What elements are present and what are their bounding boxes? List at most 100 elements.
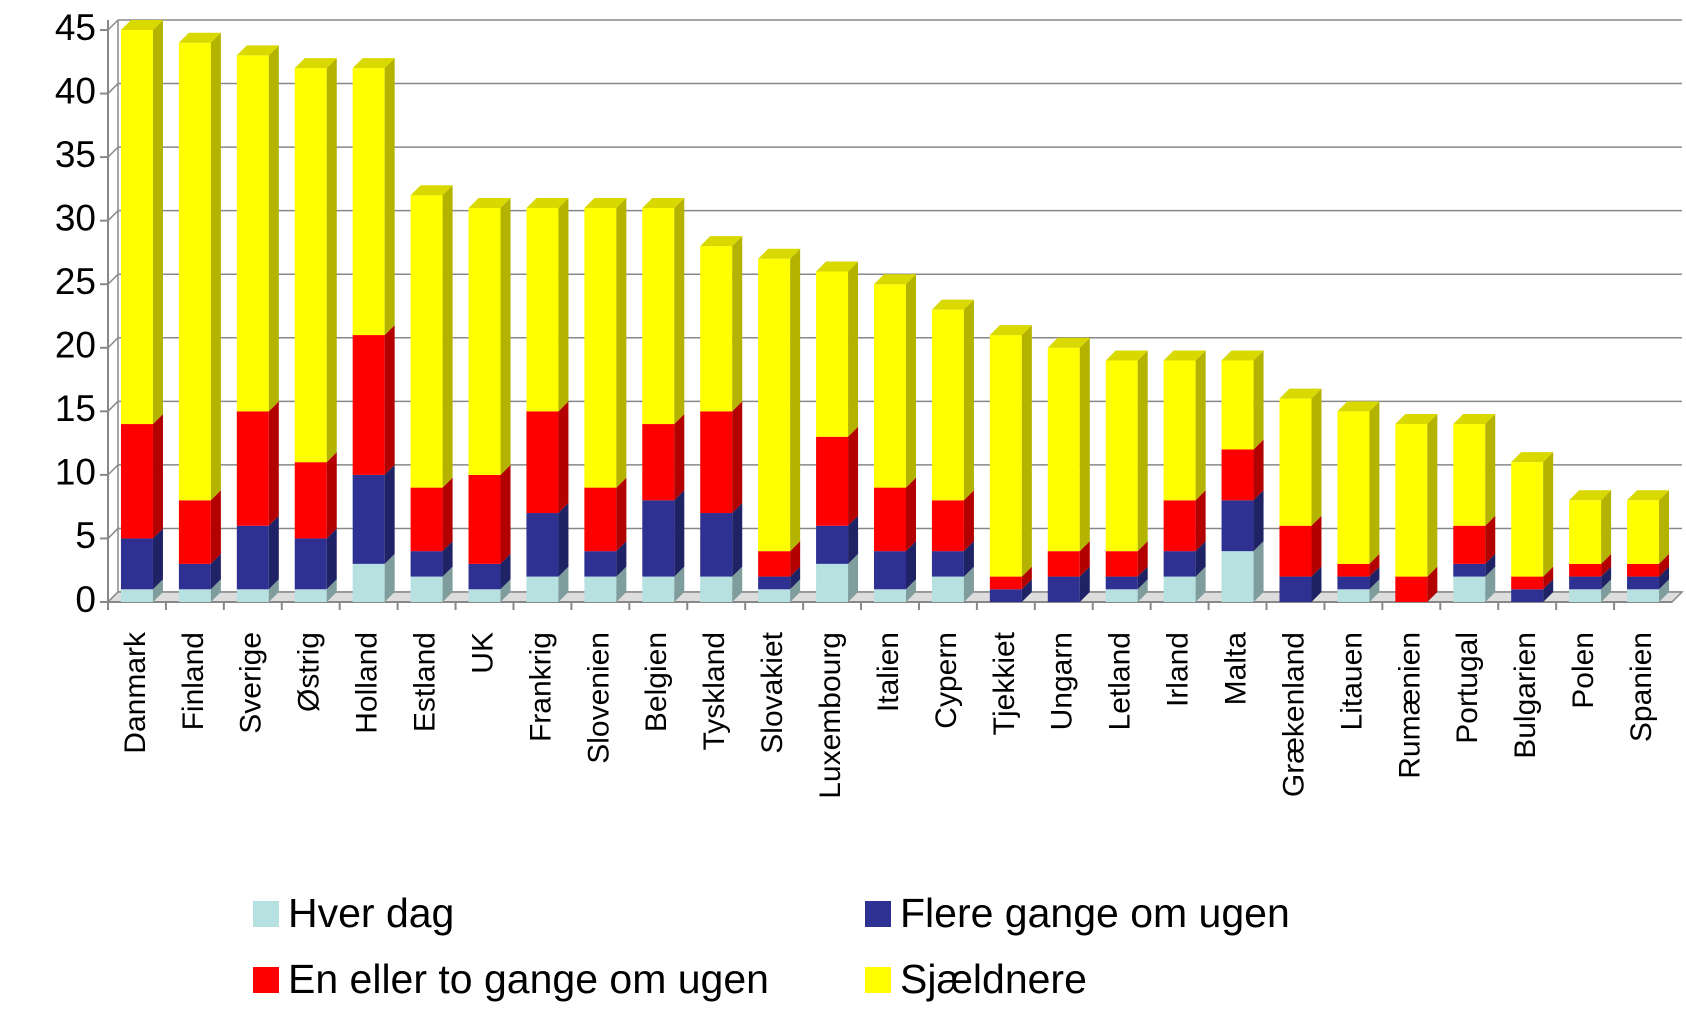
bar-side: [268, 515, 279, 590]
bar-top: [1337, 401, 1380, 412]
bar: [236, 55, 269, 412]
x-tick-label: Tyskland: [698, 632, 731, 750]
bar-top: [1163, 350, 1206, 361]
bar: [352, 335, 385, 475]
bar: [236, 411, 269, 526]
y-tick-label: 5: [75, 515, 96, 556]
bar-side: [1021, 566, 1032, 590]
bar-top: [526, 197, 569, 208]
bar: [1279, 398, 1312, 526]
grid-line: [107, 19, 119, 31]
bar-side: [1485, 515, 1496, 564]
x-tick-label: Østrig: [293, 632, 326, 712]
bar: [236, 589, 269, 602]
bar: [236, 525, 269, 590]
bar-side: [558, 566, 569, 602]
bar: [1221, 360, 1254, 450]
bar-side: [326, 579, 337, 602]
bar: [178, 563, 211, 590]
y-tick-label: 15: [55, 388, 96, 429]
bar: [874, 589, 906, 602]
bar-side: [500, 464, 511, 564]
bar-top: [236, 45, 279, 56]
bar: [1569, 589, 1602, 602]
x-tick-label: Polen: [1567, 632, 1600, 709]
legend-swatch: [253, 967, 279, 993]
bar: [1337, 576, 1370, 590]
bar-side: [1253, 439, 1264, 501]
bar-side: [210, 490, 221, 564]
bar-side: [616, 541, 627, 577]
bar-side: [1601, 490, 1612, 564]
bar-side: [442, 541, 453, 577]
bar-side: [558, 503, 569, 577]
bar-side: [210, 553, 221, 590]
bar-top: [1279, 388, 1322, 399]
bar-side: [790, 566, 801, 590]
bar: [468, 207, 501, 475]
bar: [1163, 576, 1196, 602]
bar: [1569, 576, 1602, 590]
bar: [1627, 589, 1660, 602]
x-tick-label: Grækenland: [1277, 632, 1310, 797]
bar: [931, 500, 964, 552]
y-tick-label: 10: [55, 452, 96, 493]
bar: [178, 500, 211, 564]
y-tick-label: 45: [55, 7, 96, 48]
bar-side: [906, 579, 916, 602]
bar: [1221, 551, 1254, 602]
bar: [1569, 500, 1602, 564]
bar-side: [326, 528, 337, 590]
y-tick-label: 20: [55, 325, 96, 366]
bar: [468, 474, 501, 564]
x-tick-label: Italien: [872, 632, 905, 712]
bar-side: [1543, 579, 1554, 602]
bar-side: [1311, 515, 1322, 577]
bar: [1453, 525, 1486, 564]
bar-side: [906, 477, 916, 552]
bar-side: [1137, 579, 1148, 602]
bar: [1221, 449, 1254, 501]
bar-side: [384, 553, 395, 602]
bar-side: [674, 566, 685, 602]
x-tick-label: Sverige: [235, 632, 268, 734]
bar: [1453, 563, 1486, 577]
bar: [642, 576, 675, 602]
bar-side: [268, 401, 279, 526]
bar-top: [1395, 414, 1438, 425]
bar: [1627, 500, 1660, 564]
bar-side: [1311, 388, 1322, 526]
bar-side: [963, 299, 974, 501]
bar: [758, 258, 791, 552]
bar-side: [1253, 541, 1264, 602]
bar: [120, 424, 153, 539]
x-tick-label: Rumænien: [1393, 632, 1426, 779]
bar-side: [1021, 325, 1032, 577]
bar: [1627, 563, 1660, 577]
bar-side: [1369, 566, 1380, 590]
bar: [526, 513, 559, 577]
bar-top: [700, 236, 743, 247]
bar-side: [558, 197, 569, 412]
bar-top: [1453, 414, 1496, 425]
bar-top: [1569, 490, 1612, 501]
bar-top: [816, 261, 859, 272]
bar-side: [326, 452, 337, 539]
bar: [1279, 525, 1312, 577]
grid-line: [107, 273, 119, 285]
bar: [294, 538, 327, 590]
bar-side: [1079, 337, 1090, 552]
grid-line: [107, 210, 119, 222]
bar: [120, 538, 153, 590]
bar: [1337, 563, 1370, 577]
bar: [584, 207, 617, 488]
bar-side: [848, 515, 859, 564]
bar-top: [410, 185, 453, 196]
bar: [352, 563, 385, 602]
bar: [874, 487, 906, 552]
bar-side: [790, 248, 801, 552]
x-tick-label: Danmark: [119, 631, 152, 754]
bar: [410, 487, 443, 552]
y-tick-label: 25: [55, 261, 96, 302]
